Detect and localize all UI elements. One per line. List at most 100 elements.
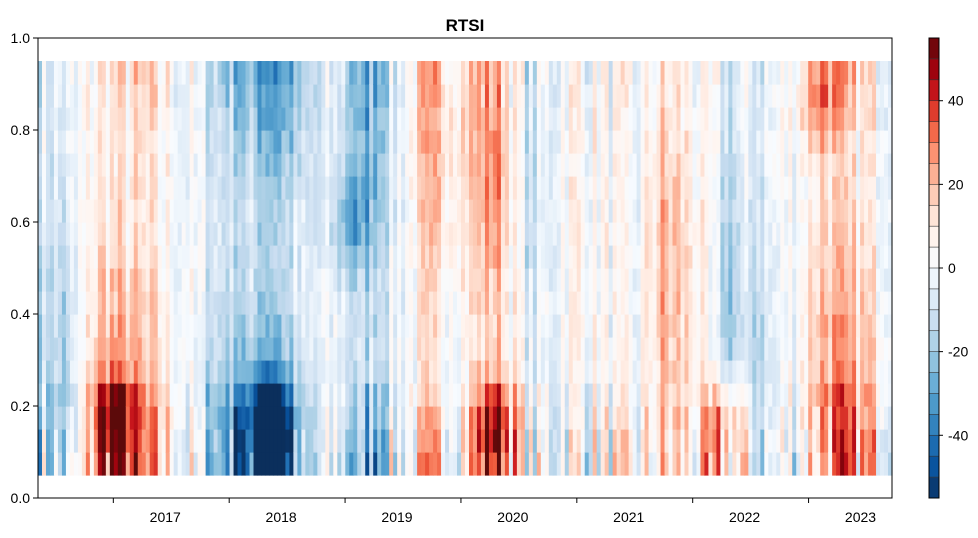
heatmap-cell (145, 199, 151, 223)
heatmap-cell (680, 429, 686, 453)
heatmap-cell (664, 245, 670, 269)
heatmap-cell (253, 107, 259, 131)
heatmap-cell (49, 199, 55, 223)
heatmap-cell (496, 291, 502, 315)
heatmap-cell (520, 84, 526, 108)
heatmap-cell (109, 314, 115, 338)
heatmap-cell (269, 245, 275, 269)
heatmap-cell (281, 176, 287, 200)
heatmap-cell (237, 176, 243, 200)
heatmap-cell (500, 291, 506, 315)
heatmap-cell (157, 268, 163, 292)
heatmap-cell (121, 268, 127, 292)
heatmap-cell (844, 107, 849, 131)
heatmap-cell (233, 199, 239, 223)
heatmap-cell (201, 176, 207, 200)
heatmap-cell (888, 383, 893, 407)
heatmap-cell (461, 222, 466, 246)
heatmap-cell (808, 406, 813, 430)
heatmap-cell (572, 84, 578, 108)
heatmap-cell (429, 268, 434, 292)
heatmap-cell (445, 199, 450, 223)
heatmap-cell (480, 199, 486, 223)
heatmap-cell (836, 84, 841, 108)
heatmap-cell (41, 360, 47, 384)
heatmap-cell (101, 383, 107, 407)
heatmap-cell (676, 314, 682, 338)
heatmap-cell (297, 130, 302, 154)
heatmap-cell (413, 383, 418, 407)
heatmap-cell (305, 360, 310, 384)
heatmap-cell (185, 337, 191, 361)
heatmap-cell (636, 337, 642, 361)
heatmap-cell (836, 268, 841, 292)
heatmap-cell (377, 176, 382, 200)
heatmap-cell (616, 452, 622, 476)
heatmap-cell (536, 222, 542, 246)
heatmap-cell (628, 383, 634, 407)
heatmap-cell (636, 452, 642, 476)
heatmap-cell (616, 222, 622, 246)
heatmap-cell (305, 314, 310, 338)
heatmap-cell (353, 199, 358, 223)
heatmap-cell (832, 383, 837, 407)
heatmap-cell (157, 130, 163, 154)
heatmap-cell (560, 383, 566, 407)
heatmap-cell (600, 245, 606, 269)
heatmap-cell (38, 291, 43, 315)
heatmap-cell (612, 314, 618, 338)
heatmap-cell (117, 84, 123, 108)
heatmap-cell (257, 383, 263, 407)
heatmap-cell (405, 245, 410, 269)
heatmap-cell (237, 130, 243, 154)
heatmap-cell (688, 291, 694, 315)
heatmap-cell (624, 176, 630, 200)
heatmap-cell (744, 429, 749, 453)
heatmap-cell (600, 406, 606, 430)
heatmap-cell (548, 429, 554, 453)
heatmap-cell (628, 84, 634, 108)
heatmap-cell (61, 383, 67, 407)
heatmap-cell (53, 406, 59, 430)
heatmap-cell (692, 314, 698, 338)
heatmap-cell (724, 452, 729, 476)
heatmap-cell (612, 291, 618, 315)
heatmap-cell (301, 176, 306, 200)
heatmap-cell (341, 176, 346, 200)
heatmap-cell (333, 429, 338, 453)
heatmap-cell (536, 245, 542, 269)
heatmap-cell (417, 360, 422, 384)
heatmap-cell (289, 199, 294, 223)
heatmap-cell (81, 61, 87, 85)
heatmap-cell (500, 337, 506, 361)
heatmap-cell (381, 199, 386, 223)
heatmap-cell (744, 291, 749, 315)
heatmap-cell (784, 153, 789, 177)
heatmap-cell (852, 268, 857, 292)
heatmap-cell (652, 153, 658, 177)
heatmap-cell (712, 360, 718, 384)
heatmap-cell (804, 337, 809, 361)
heatmap-cell (169, 406, 175, 430)
heatmap-cell (780, 429, 785, 453)
heatmap-cell (848, 199, 853, 223)
heatmap-cell (808, 291, 813, 315)
heatmap-cell (41, 199, 47, 223)
heatmap-cell (672, 268, 678, 292)
heatmap-cell (405, 153, 410, 177)
heatmap-cell (528, 199, 534, 223)
heatmap-cell (652, 268, 658, 292)
heatmap-cell (341, 268, 346, 292)
heatmap-cell (189, 245, 195, 269)
heatmap-cell (93, 268, 99, 292)
heatmap-cell (437, 429, 442, 453)
heatmap-cell (564, 429, 570, 453)
heatmap-cell (820, 130, 825, 154)
heatmap-cell (413, 153, 418, 177)
heatmap-cell (189, 199, 195, 223)
colorbar-level (929, 435, 939, 457)
heatmap-cell (125, 337, 131, 361)
heatmap-cell (365, 130, 370, 154)
heatmap-cell (249, 268, 255, 292)
heatmap-cell (113, 429, 119, 453)
